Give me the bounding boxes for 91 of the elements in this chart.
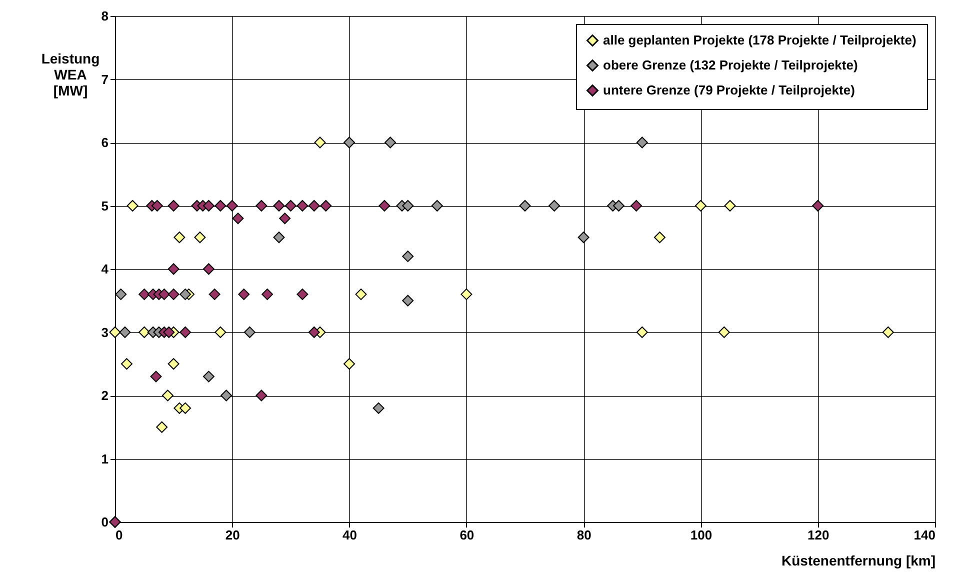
- x-tick-label: 80: [576, 528, 592, 542]
- y-tick-label: 4: [101, 262, 110, 276]
- legend-label: alle geplanten Projekte (178 Projekte / Teilprojekte): [603, 32, 916, 48]
- point: [256, 390, 268, 402]
- point: [402, 250, 414, 262]
- x-tick-label: 100: [690, 528, 712, 542]
- point: [174, 232, 186, 244]
- x-tick-label: 120: [808, 528, 830, 542]
- point: [244, 326, 256, 338]
- point: [308, 326, 320, 338]
- legend-label: untere Grenze (79 Projekte / Teilprojekte): [603, 82, 855, 98]
- point: [548, 200, 560, 212]
- point: [232, 212, 244, 224]
- point: [256, 200, 268, 212]
- point: [630, 200, 642, 212]
- point: [654, 232, 666, 244]
- legend-label: obere Grenze (132 Projekte / Teilprojekte): [603, 58, 858, 72]
- point: [344, 358, 356, 370]
- point: [460, 288, 472, 300]
- point: [296, 288, 308, 300]
- point: [296, 200, 308, 212]
- point: [158, 288, 170, 300]
- point: [150, 370, 162, 382]
- y-tick-label: 5: [101, 198, 108, 214]
- point: [214, 326, 226, 338]
- point: [519, 200, 531, 212]
- x-axis-title: Küstenentfernung [km]: [782, 552, 936, 568]
- point: [636, 136, 648, 148]
- point: [202, 200, 214, 212]
- point: [812, 200, 824, 212]
- y-tick-label: 3: [101, 324, 108, 340]
- point: [163, 326, 175, 338]
- point: [320, 200, 332, 212]
- point: [180, 402, 192, 414]
- point: [402, 200, 414, 212]
- point: [279, 212, 291, 224]
- point: [168, 358, 180, 370]
- point: [138, 288, 150, 300]
- y-tick-label: 7: [101, 72, 108, 87]
- y-tick-label: 0: [101, 514, 108, 530]
- point: [109, 326, 121, 338]
- point: [194, 232, 206, 244]
- x-tick-label: 20: [225, 528, 240, 542]
- point: [378, 200, 390, 212]
- point: [718, 326, 730, 338]
- point: [208, 288, 220, 300]
- point: [162, 390, 174, 402]
- point: [115, 288, 127, 300]
- point: [694, 200, 706, 212]
- y-tick-label: 1: [101, 451, 108, 466]
- x-tick-label: 60: [460, 528, 474, 542]
- point: [156, 421, 168, 433]
- y-tick-label: 6: [101, 135, 108, 150]
- point: [308, 200, 320, 212]
- point: [226, 200, 238, 212]
- point: [168, 200, 180, 212]
- point: [202, 370, 214, 382]
- y-tick-label: 8: [101, 8, 108, 24]
- point: [431, 200, 443, 212]
- point: [372, 402, 384, 414]
- point: [724, 200, 736, 212]
- point: [180, 288, 192, 300]
- point: [636, 326, 648, 338]
- point: [262, 288, 274, 300]
- point: [578, 232, 590, 244]
- point: [402, 294, 414, 306]
- x-tick-label: 0: [116, 528, 123, 542]
- point: [314, 136, 326, 148]
- point: [384, 136, 396, 148]
- point: [120, 358, 132, 370]
- point: [151, 200, 163, 212]
- point: [273, 232, 285, 244]
- y-axis-title: Leistung WEA [MW]: [41, 50, 100, 98]
- point: [119, 326, 131, 338]
- point: [202, 263, 214, 275]
- point: [180, 326, 192, 338]
- point: [882, 326, 894, 338]
- point: [238, 288, 250, 300]
- point: [168, 263, 180, 275]
- point: [273, 200, 285, 212]
- x-tick-label: 40: [342, 528, 358, 542]
- y-tick-label: 2: [101, 388, 108, 403]
- x-tick-label: 140: [914, 528, 936, 542]
- point: [344, 136, 356, 148]
- point: [284, 200, 296, 212]
- point: [220, 390, 232, 402]
- point: [126, 200, 138, 212]
- point: [214, 200, 226, 212]
- point: [168, 288, 180, 300]
- point: [355, 288, 367, 300]
- point: [612, 200, 624, 212]
